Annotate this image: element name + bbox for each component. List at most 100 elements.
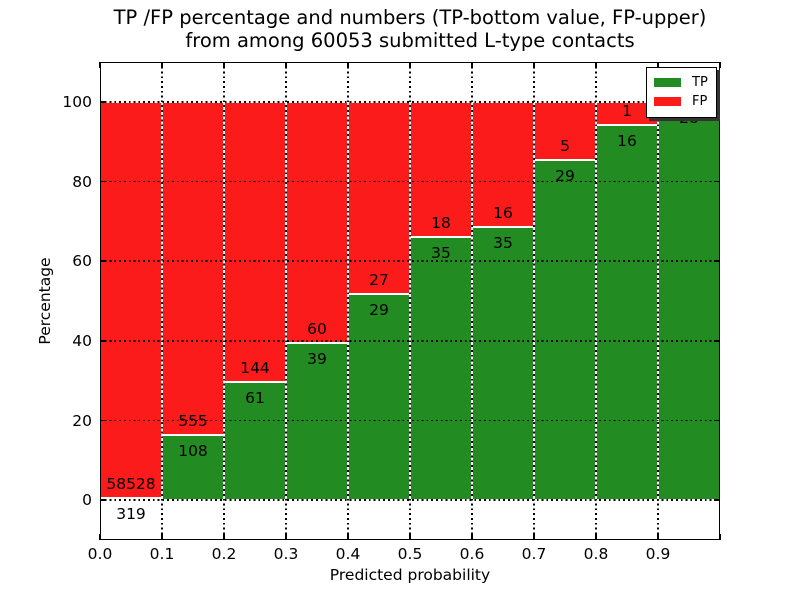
x-tick-label: 0.2: [211, 545, 237, 563]
bar-segment-fp: [472, 101, 534, 227]
x-tick-label: 0.0: [87, 545, 113, 563]
plot-area: 58528 319 555 108 144 61 60 39 27 29 18 35 16 35 5 29 1 1…: [99, 62, 721, 540]
tp-count-label: 319: [116, 505, 146, 523]
tick-mark-bottom: [657, 534, 659, 540]
tp-count-label: 29: [369, 300, 389, 319]
tick-mark-bottom: [161, 534, 163, 540]
grid-line-vertical: [409, 62, 411, 540]
bar-segment-fp: [410, 101, 472, 238]
bar-segment-fp: [100, 101, 162, 498]
bar-segment-tp: [348, 293, 410, 501]
bar-segment-tp: [534, 160, 596, 501]
y-tick-label: 20: [72, 411, 92, 430]
tick-mark-left: [100, 101, 106, 103]
grid-line-vertical: [533, 62, 535, 540]
tick-mark-bottom: [347, 534, 349, 540]
bar-segment-tp: [286, 343, 348, 501]
tick-mark-top: [347, 62, 349, 68]
x-tick-label: 0.7: [521, 545, 547, 563]
tick-mark-left: [100, 260, 106, 262]
tick-mark-right: [714, 180, 720, 183]
legend-label: TP: [692, 75, 708, 90]
tp-count-label: 61: [245, 388, 265, 407]
fp-count-label: 1: [622, 102, 632, 121]
x-axis-label: Predicted probability: [329, 566, 491, 584]
tick-mark-bottom: [471, 534, 473, 540]
x-tick-label: 0.8: [583, 545, 609, 563]
chart-title: TP /FP percentage and numbers (TP-bottom…: [100, 6, 720, 52]
tick-mark-top: [285, 62, 287, 68]
legend: TP FP: [646, 67, 717, 118]
fp-count-label: 5: [560, 137, 570, 156]
chart-title-line2: from among 60053 submitted L-type contac…: [185, 28, 635, 52]
x-tick-label: 0.3: [273, 545, 299, 563]
tick-mark-top: [409, 62, 411, 68]
tick-mark-right: [714, 260, 720, 262]
grid-line-vertical: [161, 62, 163, 540]
tick-mark-top: [719, 62, 721, 68]
bar-segment-tp: [410, 237, 472, 501]
tick-mark-top: [533, 62, 535, 68]
fp-count-label: 16: [493, 203, 513, 222]
tick-mark-top: [161, 62, 163, 68]
x-tick-label: 0.4: [335, 545, 361, 563]
y-tick-label: 40: [72, 331, 92, 350]
tp-count-label: 108: [178, 442, 208, 461]
tick-mark-right: [714, 419, 720, 422]
tick-mark-bottom: [409, 534, 411, 540]
bar-segment-fp: [286, 101, 348, 344]
grid-line-vertical: [347, 62, 349, 540]
x-tick-label: 0.1: [149, 545, 175, 563]
tp-swatch-icon: [654, 78, 681, 87]
bar-segment-tp: [658, 101, 720, 501]
tp-count-label: 29: [555, 167, 575, 186]
legend-item: FP: [654, 92, 708, 111]
fp-count-label: 60: [307, 320, 327, 339]
y-tick-label: 60: [72, 252, 92, 271]
y-tick-label: 100: [62, 92, 92, 111]
chart-title-line1: TP /FP percentage and numbers (TP-bottom…: [113, 6, 707, 29]
x-tick-label: 0.6: [459, 545, 485, 563]
fp-count-label: 58528: [106, 475, 156, 493]
bar-segment-fp: [534, 101, 596, 161]
y-tick-label: 0: [82, 491, 92, 510]
bar-segment-tp: [472, 226, 534, 501]
tick-mark-top: [657, 62, 659, 68]
tick-mark-right: [714, 101, 720, 103]
grid-line-vertical: [657, 62, 659, 540]
x-tick-label: 0.9: [645, 545, 671, 563]
tp-count-label: 35: [493, 233, 513, 252]
fp-count-label: 144: [240, 358, 270, 377]
tick-mark-bottom: [223, 534, 225, 540]
tick-mark-bottom: [285, 534, 287, 540]
tick-mark-left: [100, 180, 106, 183]
grid-line-vertical: [285, 62, 287, 540]
tick-mark-right: [714, 499, 720, 501]
tick-mark-bottom: [595, 534, 597, 540]
tp-count-label: 39: [307, 350, 327, 369]
fp-swatch-icon: [654, 97, 681, 106]
bar-segment-fp: [348, 101, 410, 294]
grid-line-vertical: [471, 62, 473, 540]
tp-count-label: 16: [617, 132, 637, 151]
tick-mark-left: [100, 340, 106, 342]
y-axis-label: Percentage: [36, 257, 54, 345]
tick-mark-top: [595, 62, 597, 68]
tick-mark-top: [223, 62, 225, 68]
grid-line-vertical: [595, 62, 597, 540]
tick-mark-bottom: [719, 534, 721, 540]
x-tick-label: 0.5: [397, 545, 423, 563]
fp-count-label: 555: [178, 412, 208, 431]
tp-count-label: 35: [431, 244, 451, 263]
legend-item: TP: [654, 73, 708, 92]
fp-count-label: 18: [431, 214, 451, 233]
tick-mark-left: [100, 419, 106, 422]
fp-count-label: 27: [369, 270, 389, 289]
y-tick-label: 80: [72, 172, 92, 191]
bar-segment-fp: [162, 101, 224, 436]
tick-mark-top: [471, 62, 473, 68]
tick-mark-left: [100, 499, 106, 501]
tick-mark-top: [99, 62, 101, 68]
tick-mark-bottom: [533, 534, 535, 540]
